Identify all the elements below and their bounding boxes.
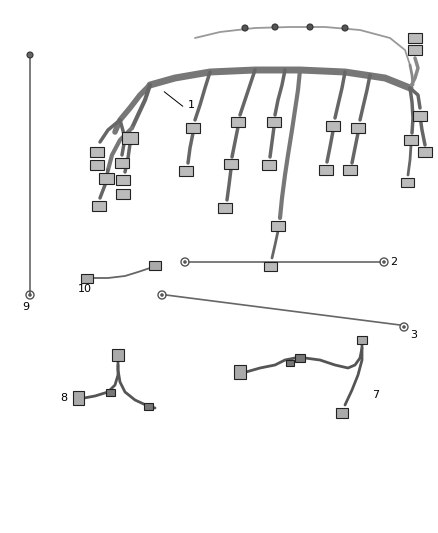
Circle shape	[403, 326, 405, 328]
Bar	[295, 354, 305, 362]
Bar	[319, 165, 333, 175]
Circle shape	[184, 261, 186, 263]
Bar	[336, 408, 348, 418]
Bar	[186, 123, 200, 133]
Bar	[343, 165, 357, 175]
Bar	[218, 203, 232, 213]
Circle shape	[383, 261, 385, 263]
Bar	[326, 121, 340, 131]
Text: 8: 8	[60, 393, 67, 403]
Text: 10: 10	[78, 284, 92, 294]
Bar	[234, 365, 246, 379]
Bar	[231, 117, 245, 127]
Bar	[351, 123, 365, 133]
Bar	[408, 33, 422, 43]
Bar	[267, 117, 281, 127]
Text: 2: 2	[390, 257, 397, 267]
Bar	[418, 147, 432, 157]
Bar	[400, 177, 413, 187]
Text: 3: 3	[410, 330, 417, 340]
Bar	[404, 135, 418, 145]
Bar	[81, 273, 93, 282]
Bar	[408, 45, 422, 55]
Bar	[116, 189, 130, 199]
Bar	[106, 389, 114, 395]
Bar	[179, 166, 193, 176]
Circle shape	[242, 25, 248, 31]
Bar	[122, 132, 138, 144]
Text: 9: 9	[22, 302, 29, 312]
Circle shape	[342, 25, 348, 31]
Bar	[115, 158, 129, 168]
Text: 1: 1	[188, 100, 195, 110]
Bar	[90, 147, 104, 157]
Bar	[90, 160, 104, 170]
Bar	[286, 360, 294, 366]
Bar	[99, 173, 113, 183]
Circle shape	[272, 24, 278, 30]
Bar	[271, 221, 285, 231]
Bar	[224, 159, 238, 169]
Circle shape	[307, 24, 313, 30]
Bar	[92, 201, 106, 211]
Bar	[264, 262, 276, 271]
Bar	[112, 349, 124, 361]
Bar	[116, 175, 130, 185]
Bar	[149, 261, 161, 270]
Text: 7: 7	[372, 390, 379, 400]
Bar	[144, 402, 152, 409]
Bar	[413, 111, 427, 121]
Circle shape	[27, 52, 33, 58]
Circle shape	[29, 294, 31, 296]
Bar	[73, 391, 84, 405]
Bar	[262, 160, 276, 170]
Circle shape	[161, 294, 163, 296]
Bar	[357, 336, 367, 344]
